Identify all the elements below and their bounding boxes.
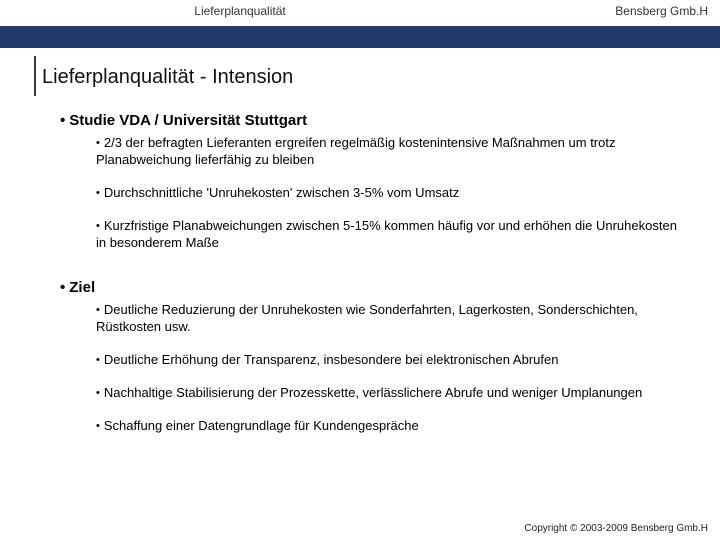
section-heading-text: Studie VDA / Universität Stuttgart	[69, 112, 307, 129]
title-vertical-rule	[34, 56, 36, 96]
bullet-text: Schaffung einer Datengrundlage für Kunde…	[104, 418, 419, 433]
bullet-text: Durchschnittliche 'Unruhekosten' zwische…	[104, 185, 459, 200]
bullet-item: •Deutliche Reduzierung der Unruhekosten …	[96, 302, 690, 336]
bullet-text: 2/3 der befragten Lieferanten ergreifen …	[96, 135, 615, 167]
bullet-text: Kurzfristige Planabweichungen zwischen 5…	[96, 218, 677, 250]
header-bar: Lieferplanqualität Bensberg Gmb.H	[0, 0, 720, 26]
bullet-text: Deutliche Reduzierung der Unruhekosten w…	[96, 302, 638, 334]
section-heading: •Studie VDA / Universität Stuttgart	[60, 112, 690, 129]
bullet-text: Deutliche Erhöhung der Transparenz, insb…	[104, 352, 559, 367]
bullet-item: •Durchschnittliche 'Unruhekosten' zwisch…	[96, 185, 690, 202]
bullet-item: •Schaffung einer Datengrundlage für Kund…	[96, 418, 690, 435]
bullet-item: •Nachhaltige Stabilisierung der Prozessk…	[96, 385, 690, 402]
header-company: Bensberg Gmb.H	[615, 4, 708, 18]
slide-title: Lieferplanqualität - Intension	[42, 66, 293, 89]
bullet-item: •Deutliche Erhöhung der Transparenz, ins…	[96, 352, 690, 369]
section-heading-text: Ziel	[69, 279, 95, 296]
bullet-text: Nachhaltige Stabilisierung der Prozesske…	[104, 385, 642, 400]
content-area: •Studie VDA / Universität Stuttgart •2/3…	[60, 112, 690, 451]
footer-copyright: Copyright © 2003-2009 Bensberg Gmb.H	[524, 523, 708, 534]
header-topic: Lieferplanqualität	[0, 4, 480, 18]
bullet-item: •2/3 der befragten Lieferanten ergreifen…	[96, 135, 690, 169]
bullet-item: •Kurzfristige Planabweichungen zwischen …	[96, 218, 690, 252]
section-heading: •Ziel	[60, 279, 690, 296]
navy-strip	[0, 26, 720, 48]
